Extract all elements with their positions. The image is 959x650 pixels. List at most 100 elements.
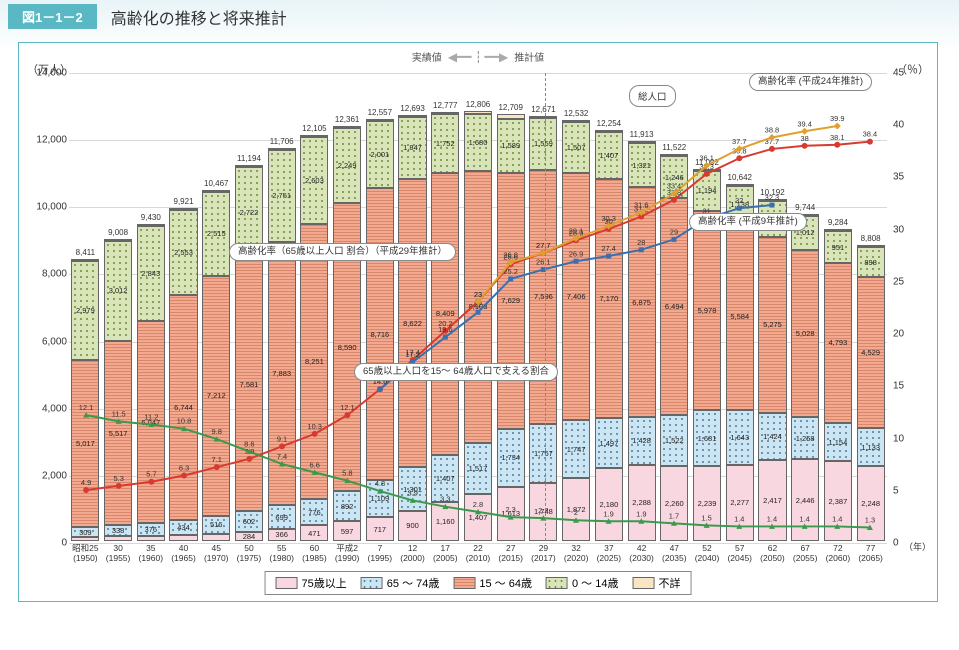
svg-text:29.1: 29.1	[569, 226, 584, 235]
x-axis-label: 22(2010)	[462, 543, 495, 563]
svg-text:1.4: 1.4	[799, 514, 809, 523]
x-axis-label: 55(1980)	[265, 543, 298, 563]
svg-text:32.3: 32.3	[765, 193, 780, 202]
svg-text:38.4: 38.4	[863, 130, 878, 139]
svg-text:26.9: 26.9	[569, 249, 584, 258]
x-axis-label: 42(2030)	[625, 543, 658, 563]
svg-text:4.8: 4.8	[375, 479, 385, 488]
svg-text:38: 38	[800, 134, 808, 143]
legend-item: 0 ～ 14歳	[546, 575, 618, 591]
svg-text:9.1: 9.1	[277, 434, 287, 443]
svg-text:28: 28	[637, 238, 645, 247]
svg-text:1.4: 1.4	[767, 514, 777, 523]
x-axis-label: 50(1975)	[233, 543, 266, 563]
x-axis-label: 62(2050)	[756, 543, 789, 563]
actual-projected-divider	[545, 73, 546, 541]
x-axis-label: 40(1965)	[167, 543, 200, 563]
svg-text:6.6: 6.6	[310, 460, 320, 469]
legend: 75歳以上 65 ～ 74歳 15 ～ 64歳 0 ～ 14歳不詳	[265, 571, 692, 595]
x-axis-label: 67(2055)	[789, 543, 822, 563]
arrow-right-icon: ━━▶	[485, 50, 509, 64]
svg-text:4.9: 4.9	[81, 478, 91, 487]
svg-text:39.9: 39.9	[830, 114, 845, 123]
svg-text:38.8: 38.8	[765, 126, 780, 135]
x-axis-label: 77(2065)	[854, 543, 887, 563]
x-axis-label: 47(2035)	[658, 543, 691, 563]
svg-text:26.1: 26.1	[536, 258, 551, 267]
svg-text:3.3: 3.3	[440, 495, 450, 504]
svg-text:11.5: 11.5	[112, 409, 126, 418]
svg-text:10.3: 10.3	[307, 422, 322, 431]
x-axis-label: 29(2017)	[527, 543, 560, 563]
svg-text:5.8: 5.8	[342, 469, 352, 478]
svg-text:33.4: 33.4	[667, 182, 682, 191]
svg-text:1.4: 1.4	[832, 514, 842, 523]
x-axis-label: 52(2040)	[691, 543, 724, 563]
x-axis-label: 27(2015)	[494, 543, 527, 563]
svg-text:5.7: 5.7	[146, 470, 156, 479]
svg-text:27.4: 27.4	[601, 244, 616, 253]
svg-text:36.1: 36.1	[699, 154, 714, 163]
x-axis-label: 12(2000)	[396, 543, 429, 563]
svg-text:12.1: 12.1	[340, 403, 355, 412]
x-axis-label: 平成2(1990)	[331, 543, 364, 563]
x-axis-label: 57(2045)	[723, 543, 756, 563]
svg-text:17.2: 17.2	[405, 350, 420, 359]
svg-text:8.6: 8.6	[244, 440, 254, 449]
line-overlay: 4.95.35.76.37.17.99.110.312.114.617.420.…	[69, 73, 887, 541]
svg-text:39.4: 39.4	[797, 119, 812, 128]
figure-header: 図1－1－2 高齢化の推移と将来推計	[0, 0, 959, 29]
svg-text:2: 2	[574, 508, 578, 517]
callout-total-pop: 総人口	[629, 85, 676, 107]
actual-projected-label: 実績値 ◀━━ ━━▶ 推計値	[412, 49, 544, 64]
callout-support-ratio: 65歳以上人口を15～ 64歳人口で支える割合	[354, 363, 558, 381]
svg-text:2.8: 2.8	[473, 500, 483, 509]
x-axis-label: 30(1955)	[102, 543, 135, 563]
svg-text:7.4: 7.4	[277, 452, 287, 461]
legend-item: 75歳以上	[276, 575, 347, 591]
svg-text:1.3: 1.3	[865, 516, 875, 525]
svg-text:38.1: 38.1	[830, 133, 845, 142]
x-axis-label: 昭和25(1950)	[69, 543, 102, 563]
svg-text:5.3: 5.3	[114, 474, 124, 483]
x-axis-label: 7(1995)	[363, 543, 396, 563]
callout-rate-h24: 高齢化率 (平成24年推計)	[749, 73, 872, 91]
svg-text:2.2: 2.2	[538, 506, 548, 515]
x-axis-label: 72(2060)	[822, 543, 855, 563]
svg-text:30.3: 30.3	[601, 214, 616, 223]
legend-item: 15 ～ 64歳	[453, 575, 532, 591]
svg-text:12.1: 12.1	[79, 403, 94, 412]
svg-text:9.8: 9.8	[212, 427, 222, 436]
svg-text:1.5: 1.5	[701, 513, 711, 522]
svg-text:6.3: 6.3	[179, 464, 189, 473]
svg-text:37.7: 37.7	[732, 137, 747, 146]
arrow-left-icon: ◀━━	[448, 50, 472, 64]
figure-container: 図1－1－2 高齢化の推移と将来推計 （万人） （％） 実績値 ◀━━ ━━▶ …	[0, 0, 959, 650]
x-axis-label: 17(2005)	[429, 543, 462, 563]
figure-title: 高齢化の推移と将来推計	[111, 5, 287, 29]
svg-text:31.6: 31.6	[634, 200, 649, 209]
svg-text:10.8: 10.8	[177, 417, 192, 426]
x-axis-label: 35(1960)	[134, 543, 167, 563]
svg-text:23: 23	[474, 290, 482, 299]
legend-item: 不詳	[632, 575, 680, 591]
svg-text:1.9: 1.9	[603, 509, 613, 518]
svg-text:32: 32	[735, 196, 743, 205]
svg-text:1.7: 1.7	[669, 511, 679, 520]
actual-label: 実績値	[412, 49, 442, 64]
svg-text:27.7: 27.7	[536, 241, 551, 250]
projected-label: 推計値	[514, 49, 544, 64]
x-axis-label: 37(2025)	[593, 543, 626, 563]
svg-text:1.9: 1.9	[636, 509, 646, 518]
svg-text:1.4: 1.4	[734, 514, 744, 523]
callout-rate-h29: 高齢化率（65歳以上人口 割合）（平成29年推計）	[229, 243, 456, 261]
x-axis-label: 45(1970)	[200, 543, 233, 563]
x-axis-label: 60(1985)	[298, 543, 331, 563]
x-axis-year-suffix: （年）	[904, 540, 931, 553]
chart-panel: （万人） （％） 実績値 ◀━━ ━━▶ 推計値 02,0004,0006,00…	[18, 42, 938, 602]
legend-item: 65 ～ 74歳	[361, 575, 440, 591]
svg-text:19.6: 19.6	[438, 325, 453, 334]
svg-text:3.9: 3.9	[407, 488, 417, 497]
svg-text:29: 29	[670, 227, 678, 236]
svg-text:26.8: 26.8	[503, 250, 518, 259]
